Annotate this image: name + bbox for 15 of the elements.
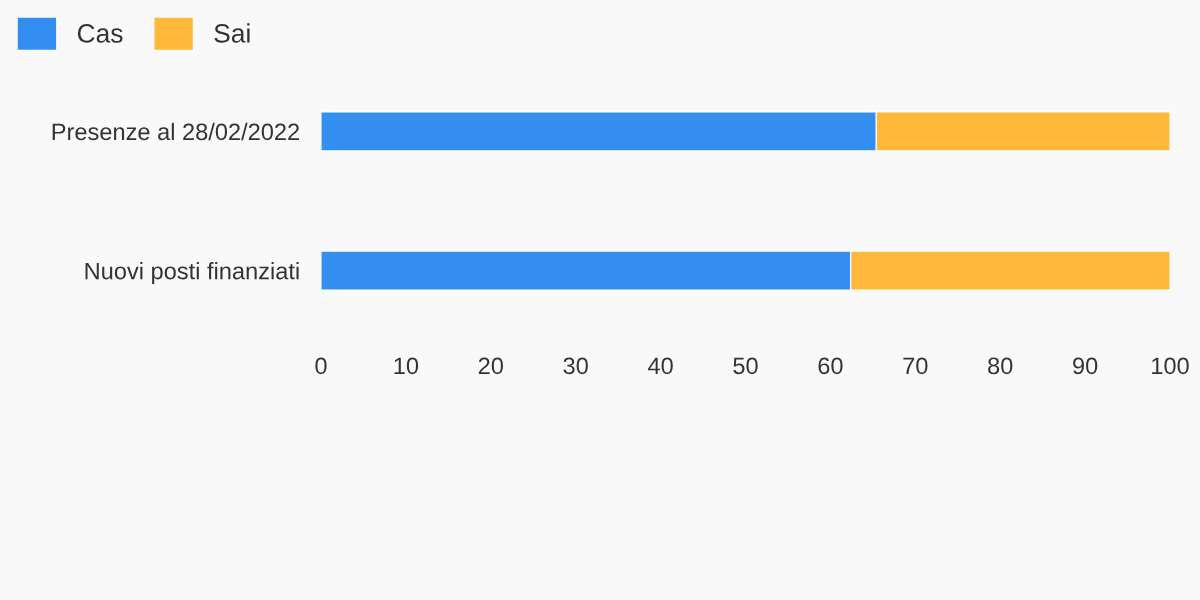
x-tick-label: 80 — [988, 357, 1013, 375]
x-tick-label: 70 — [903, 357, 928, 375]
x-tick-label: 10 — [394, 357, 419, 375]
x-tick-label: 0 — [315, 357, 327, 375]
x-tick-label: 40 — [648, 357, 673, 375]
x-tick-label: 50 — [733, 357, 758, 375]
x-tick-label: 20 — [478, 357, 504, 375]
x-tick-label: 90 — [1073, 357, 1098, 375]
x-tick-label: 100 — [1152, 357, 1189, 375]
x-tick-label: 30 — [563, 357, 588, 375]
legend-label: Cas — [77, 24, 123, 43]
y-tick-label: Nuovi posti finanziati — [85, 262, 299, 285]
y-tick-label: Presenze al 28/02/2022 — [52, 122, 299, 141]
legend-label: Sai — [214, 23, 250, 43]
x-tick-label: 60 — [818, 357, 843, 375]
